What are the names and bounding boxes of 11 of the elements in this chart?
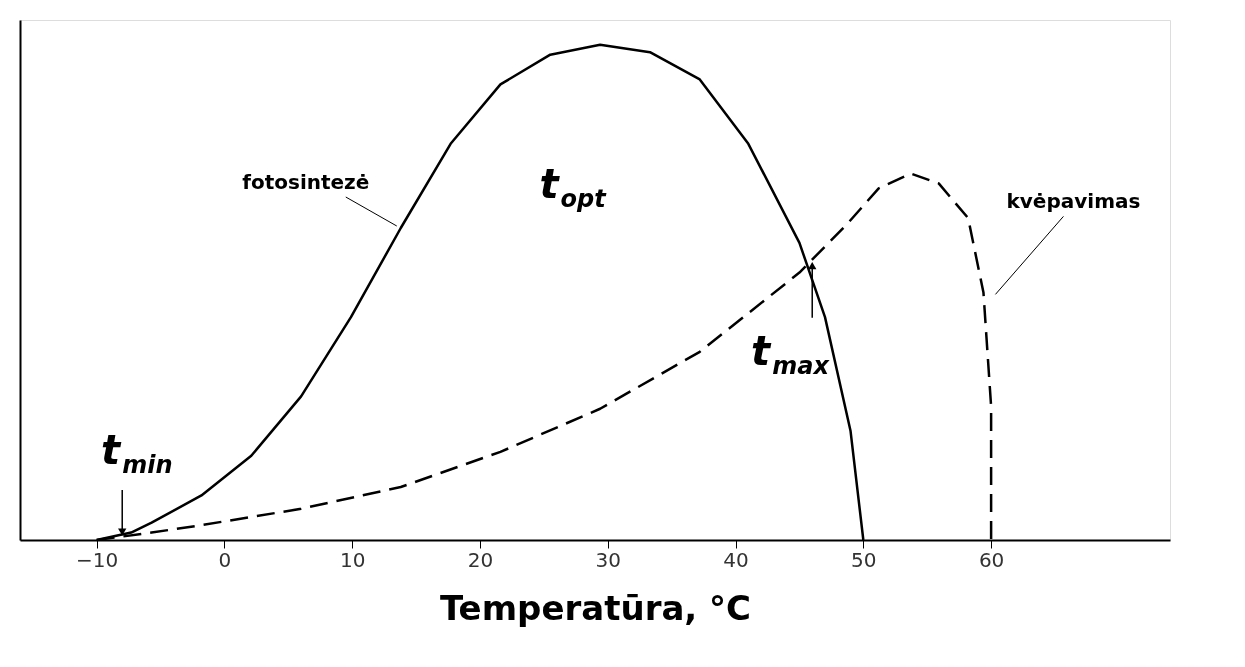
x-tick-label: 30 <box>595 547 621 572</box>
x-tick-label: 60 <box>978 547 1005 572</box>
x-tick-label: −10 <box>76 547 119 572</box>
series-label: kvėpavimas <box>1006 189 1141 214</box>
x-axis-title: Temperatūra, °C <box>439 587 752 628</box>
text: fotosintezė <box>242 170 370 194</box>
x-tick-label: 10 <box>340 547 366 572</box>
x-tick-label: 40 <box>723 547 749 572</box>
x-tick-label: 0 <box>218 547 232 572</box>
x-tick-label: 20 <box>467 547 494 572</box>
x-tick-label: 50 <box>851 547 877 572</box>
